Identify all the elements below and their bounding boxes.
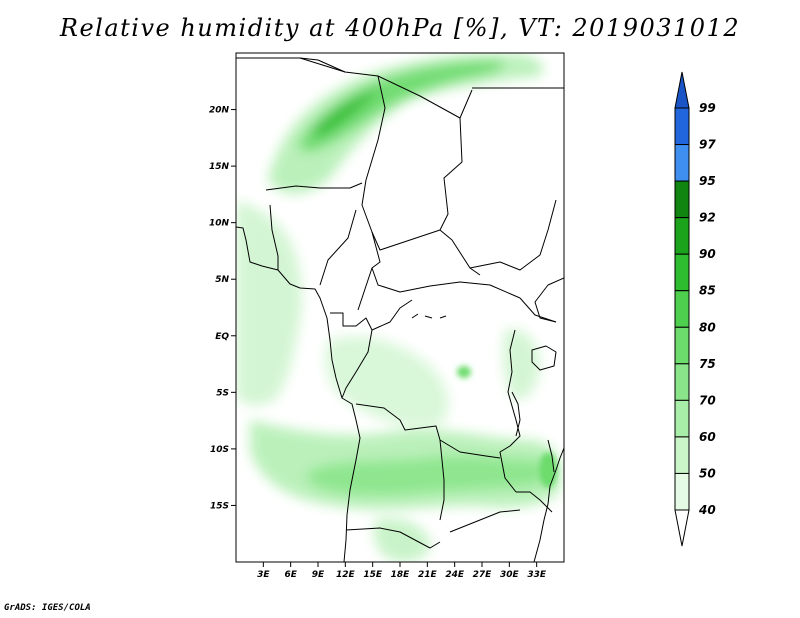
- border-nigeria-cameroon: [319, 209, 357, 286]
- lon-tick-label: 15E: [363, 570, 383, 580]
- grads-credit: GrADS: IGES/COLA: [4, 603, 91, 613]
- lake-tanganyika: [511, 391, 521, 437]
- lon-tick-label: 6E: [284, 570, 297, 580]
- humidity-field: [236, 54, 561, 562]
- legend-swatch: [674, 436, 690, 474]
- legend-label: 92: [699, 211, 716, 225]
- legend-label: 97: [699, 138, 716, 152]
- legend-swatch: [674, 253, 690, 292]
- border-niger-nigeria: [265, 182, 363, 191]
- border-angola-namibia: [345, 527, 441, 549]
- lat-tick-label: 10S: [210, 445, 229, 455]
- legend-arrow-top: [674, 71, 690, 109]
- congo-river-stubs: [411, 313, 447, 319]
- lon-tick-label: 9E: [312, 570, 325, 580]
- country-borders: [236, 57, 564, 562]
- lat-tick-label: 10N: [209, 219, 230, 229]
- legend-label: 60: [699, 430, 716, 444]
- border-chad-sudan: [439, 117, 481, 276]
- border-car-drc: [371, 267, 521, 299]
- lon-tick-label: 33E: [527, 570, 547, 580]
- longitude-axis: 3E 6E 9E 12E 15E 18E 21E 24E 27E 30E 33E: [257, 562, 547, 580]
- border-cameroon-car: [357, 231, 381, 311]
- border-algeria-mali: [236, 57, 346, 73]
- legend-swatch: [674, 290, 690, 328]
- humidity-patch-angola-south: [373, 518, 431, 562]
- border-niger-chad: [361, 75, 386, 206]
- legend-label: 70: [699, 393, 716, 407]
- lat-tick-label: 15S: [210, 501, 229, 511]
- legend-label: 90: [699, 247, 716, 261]
- border-angola-zambia: [439, 439, 445, 521]
- border-nigeria-benin: [269, 204, 279, 270]
- legend-swatch: [674, 472, 690, 511]
- border-gabon-congo: [330, 312, 373, 399]
- lake-victoria: [531, 345, 557, 371]
- legend-label: 99: [699, 101, 716, 115]
- legend-swatch: [674, 107, 690, 146]
- colorbar-legend: 40 50 60 70 75 80 85 90 92 95 97 99: [674, 71, 716, 547]
- border-kenya-ethiopia: [534, 277, 564, 323]
- border-zambia-zimbabwe: [449, 509, 521, 533]
- humidity-patch-central: [325, 336, 449, 427]
- legend-label: 40: [698, 503, 716, 517]
- humidity-core-sahara: [298, 60, 504, 152]
- legend-label: 85: [699, 284, 716, 298]
- lon-tick-label: 30E: [500, 570, 520, 580]
- border-zambia-mozambique: [516, 491, 553, 513]
- legend-swatch: [674, 399, 690, 438]
- lon-tick-label: 12E: [336, 570, 356, 580]
- legend-swatch: [674, 363, 690, 401]
- lat-tick-label: 20N: [209, 106, 230, 116]
- border-sudan-south-sudan: [469, 199, 557, 271]
- lon-tick-label: 18E: [391, 570, 411, 580]
- legend-swatch: [674, 144, 690, 182]
- humidity-band-sahara: [268, 54, 544, 194]
- border-congo-drc: [371, 299, 413, 331]
- lat-tick-label: 5N: [215, 275, 229, 285]
- border-angola-drc: [355, 403, 501, 459]
- lon-tick-label: 3E: [257, 570, 270, 580]
- lat-tick-label: 5S: [216, 388, 229, 398]
- legend-label: 95: [699, 174, 716, 188]
- legend-label: 75: [699, 357, 716, 371]
- humidity-core-south: [306, 455, 547, 496]
- humidity-spot-congo: [457, 366, 471, 378]
- latitude-axis: 20N 15N 10N 5N EQ 5S 10S 15S: [209, 106, 236, 511]
- legend-label: 80: [699, 320, 716, 334]
- lon-tick-label: 27E: [473, 570, 493, 580]
- border-niger-libya: [299, 57, 473, 119]
- coastline-east-africa: [533, 447, 564, 562]
- border-chad-car: [361, 204, 441, 251]
- lake-malawi: [547, 439, 555, 473]
- humidity-spot-mozambique: [539, 452, 557, 488]
- legend-arrow-bottom: [674, 509, 690, 547]
- lon-tick-label: 24E: [445, 570, 465, 580]
- chart-title: Relative humidity at 400hPa [%], VT: 201…: [59, 14, 741, 42]
- legend-label: 50: [699, 466, 716, 480]
- legend-swatch: [674, 180, 690, 219]
- lat-tick-label: 15N: [209, 162, 230, 172]
- humidity-region-west: [236, 200, 302, 406]
- legend-swatch: [674, 217, 690, 255]
- lat-tick-label: EQ: [215, 332, 229, 342]
- humidity-max-sahara: [311, 88, 380, 137]
- coastline-west-africa: [236, 226, 361, 562]
- humidity-patch-east: [503, 328, 540, 400]
- lon-tick-label: 21E: [418, 570, 438, 580]
- legend-swatch: [674, 326, 690, 365]
